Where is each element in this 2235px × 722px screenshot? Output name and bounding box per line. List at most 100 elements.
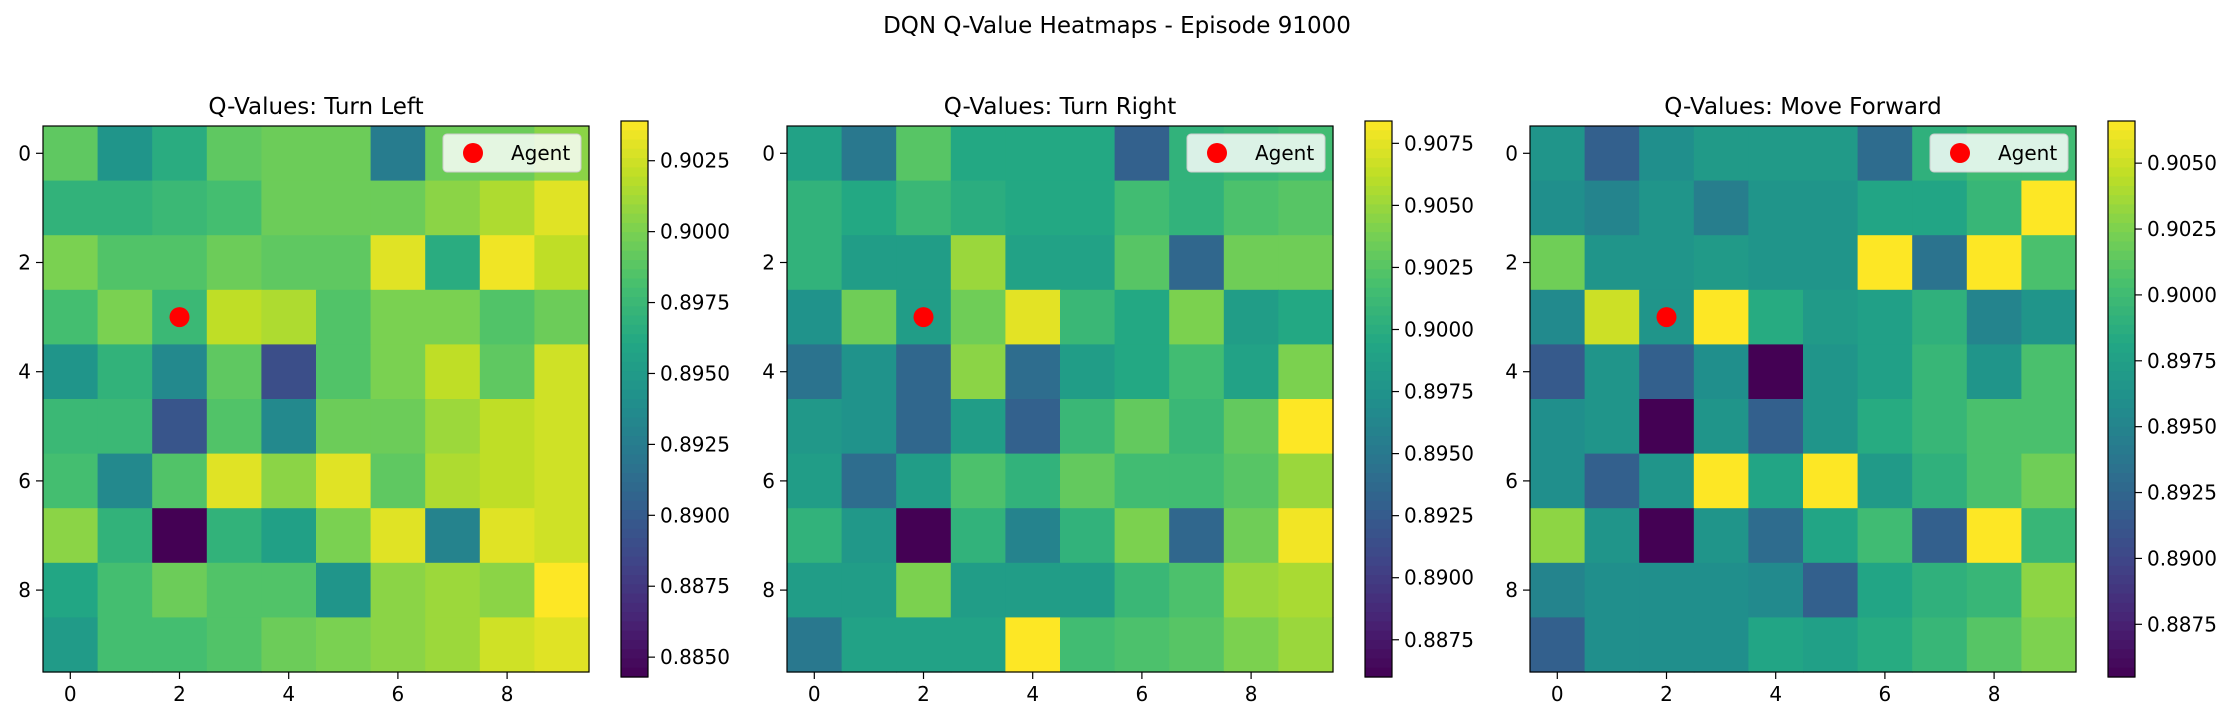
heatmap-cell: [370, 562, 426, 618]
colorbar-segment: [1365, 399, 1392, 409]
heatmap-cell: [1748, 180, 1804, 236]
agent-marker: [1656, 307, 1677, 328]
legend: Agent: [1929, 133, 2069, 173]
heatmap-cell: [1966, 180, 2022, 236]
heatmap-cell: [97, 617, 153, 673]
colorbar-segment: [2108, 482, 2135, 493]
heatmap-cell: [1803, 617, 1859, 673]
heatmap-cell: [152, 562, 208, 618]
colorbar-tick-label: 0.8975: [660, 291, 730, 315]
heatmap-cell: [1060, 344, 1116, 400]
colorbar-segment: [2108, 185, 2135, 196]
colorbar-segment: [2108, 204, 2135, 215]
heatmap-cell: [2021, 180, 2077, 236]
heatmap-cell: [1639, 453, 1695, 509]
heatmap-cell: [787, 508, 843, 564]
heatmap-cell: [1114, 126, 1170, 182]
colorbar-segment: [621, 565, 648, 576]
colorbar-segment: [621, 287, 648, 298]
colorbar-segment: [621, 500, 648, 511]
heatmap-cell: [534, 399, 590, 455]
heatmap-cell: [479, 453, 535, 509]
colorbar-segment: [2108, 222, 2135, 233]
x-tick-label: 4: [1769, 682, 1782, 706]
heatmap-cell: [1114, 235, 1170, 291]
heatmap-cell: [370, 399, 426, 455]
colorbar-segment: [2108, 565, 2135, 576]
heatmap-cell: [479, 562, 535, 618]
heatmap-cell: [1912, 180, 1968, 236]
colorbar-segment: [621, 306, 648, 317]
heatmap-cell: [152, 235, 208, 291]
colorbar-segment: [621, 260, 648, 270]
y-tick-label: 4: [762, 360, 775, 384]
heatmap-cell: [43, 617, 99, 673]
heatmap-cell: [534, 180, 590, 236]
colorbar-segment: [1365, 343, 1392, 354]
plot-frame: [42, 125, 590, 673]
legend-marker: [1207, 143, 1227, 163]
heatmap-cell: [787, 180, 843, 236]
heatmap-cell: [896, 235, 952, 291]
y-axis: 0 2 4 6 8: [762, 141, 787, 602]
heatmap-cell: [1966, 508, 2022, 564]
heatmap-cell: [2021, 562, 2077, 618]
heatmap-cell: [2021, 617, 2077, 673]
heatmap-cell: [425, 289, 481, 345]
heatmap-cell: [43, 235, 99, 291]
colorbar-segment: [1365, 584, 1392, 595]
heatmap-cell: [206, 235, 262, 291]
heatmap-cell: [534, 344, 590, 400]
colorbar-tick-label: 0.9025: [2147, 217, 2217, 241]
colorbar-segment: [2108, 510, 2135, 521]
heatmap-cell: [1223, 617, 1279, 673]
heatmap-cell: [1693, 399, 1749, 455]
colorbar-segment: [2108, 176, 2135, 187]
heatmap-cell: [1060, 453, 1116, 509]
x-axis: 0 2 4 6 8: [808, 672, 1257, 706]
heatmap-cell: [1114, 617, 1170, 673]
heatmap-cell: [841, 344, 897, 400]
heatmap-cell: [1005, 399, 1061, 455]
heatmap-cell: [1530, 180, 1586, 236]
heatmap-panel-3: Q-Values: Move Forward Agent 0 2 4 6 8 0 2 4 6 8 0.8…: [1505, 94, 2217, 706]
colorbar-segment: [621, 436, 648, 446]
colorbar-segment: [1365, 232, 1392, 243]
heatmap-cell: [1223, 344, 1279, 400]
colorbar-segment: [2108, 417, 2135, 428]
heatmap-cell: [787, 562, 843, 618]
heatmap-cell: [1748, 508, 1804, 564]
heatmap-cell: [841, 399, 897, 455]
heatmap-cell: [950, 235, 1006, 291]
colorbar-segment: [1365, 287, 1392, 298]
heatmap-cell: [316, 180, 372, 236]
x-tick-label: 4: [282, 682, 295, 706]
colorbar-segment: [621, 343, 648, 354]
legend-box: [1929, 133, 2069, 173]
heatmap-cell: [97, 562, 153, 618]
heatmap-cell: [1912, 344, 1968, 400]
heatmap-cell: [1912, 508, 1968, 564]
heatmap-cell: [1530, 508, 1586, 564]
heatmap-cell: [1966, 617, 2022, 673]
colorbar-segment: [1365, 297, 1392, 307]
x-tick-label: 6: [1136, 682, 1149, 706]
heatmap-cell: [1584, 453, 1640, 509]
heatmap-cell: [1060, 180, 1116, 236]
heatmap-cell: [370, 289, 426, 345]
colorbar-segment: [1365, 148, 1392, 159]
heatmap-cell: [425, 453, 481, 509]
legend-box: [1186, 133, 1326, 173]
colorbar-segment: [621, 269, 648, 280]
heatmap-cell: [479, 235, 535, 291]
colorbar-segment: [621, 491, 648, 502]
colorbar-frame: [1364, 120, 1393, 678]
heatmap-cell: [97, 344, 153, 400]
heatmap-cell: [841, 453, 897, 509]
heatmap-cell: [950, 617, 1006, 673]
colorbar-segment: [1365, 658, 1392, 669]
colorbar-segment: [2108, 630, 2135, 641]
heatmap-cell: [1584, 617, 1640, 673]
legend: Agent: [1186, 133, 1326, 173]
